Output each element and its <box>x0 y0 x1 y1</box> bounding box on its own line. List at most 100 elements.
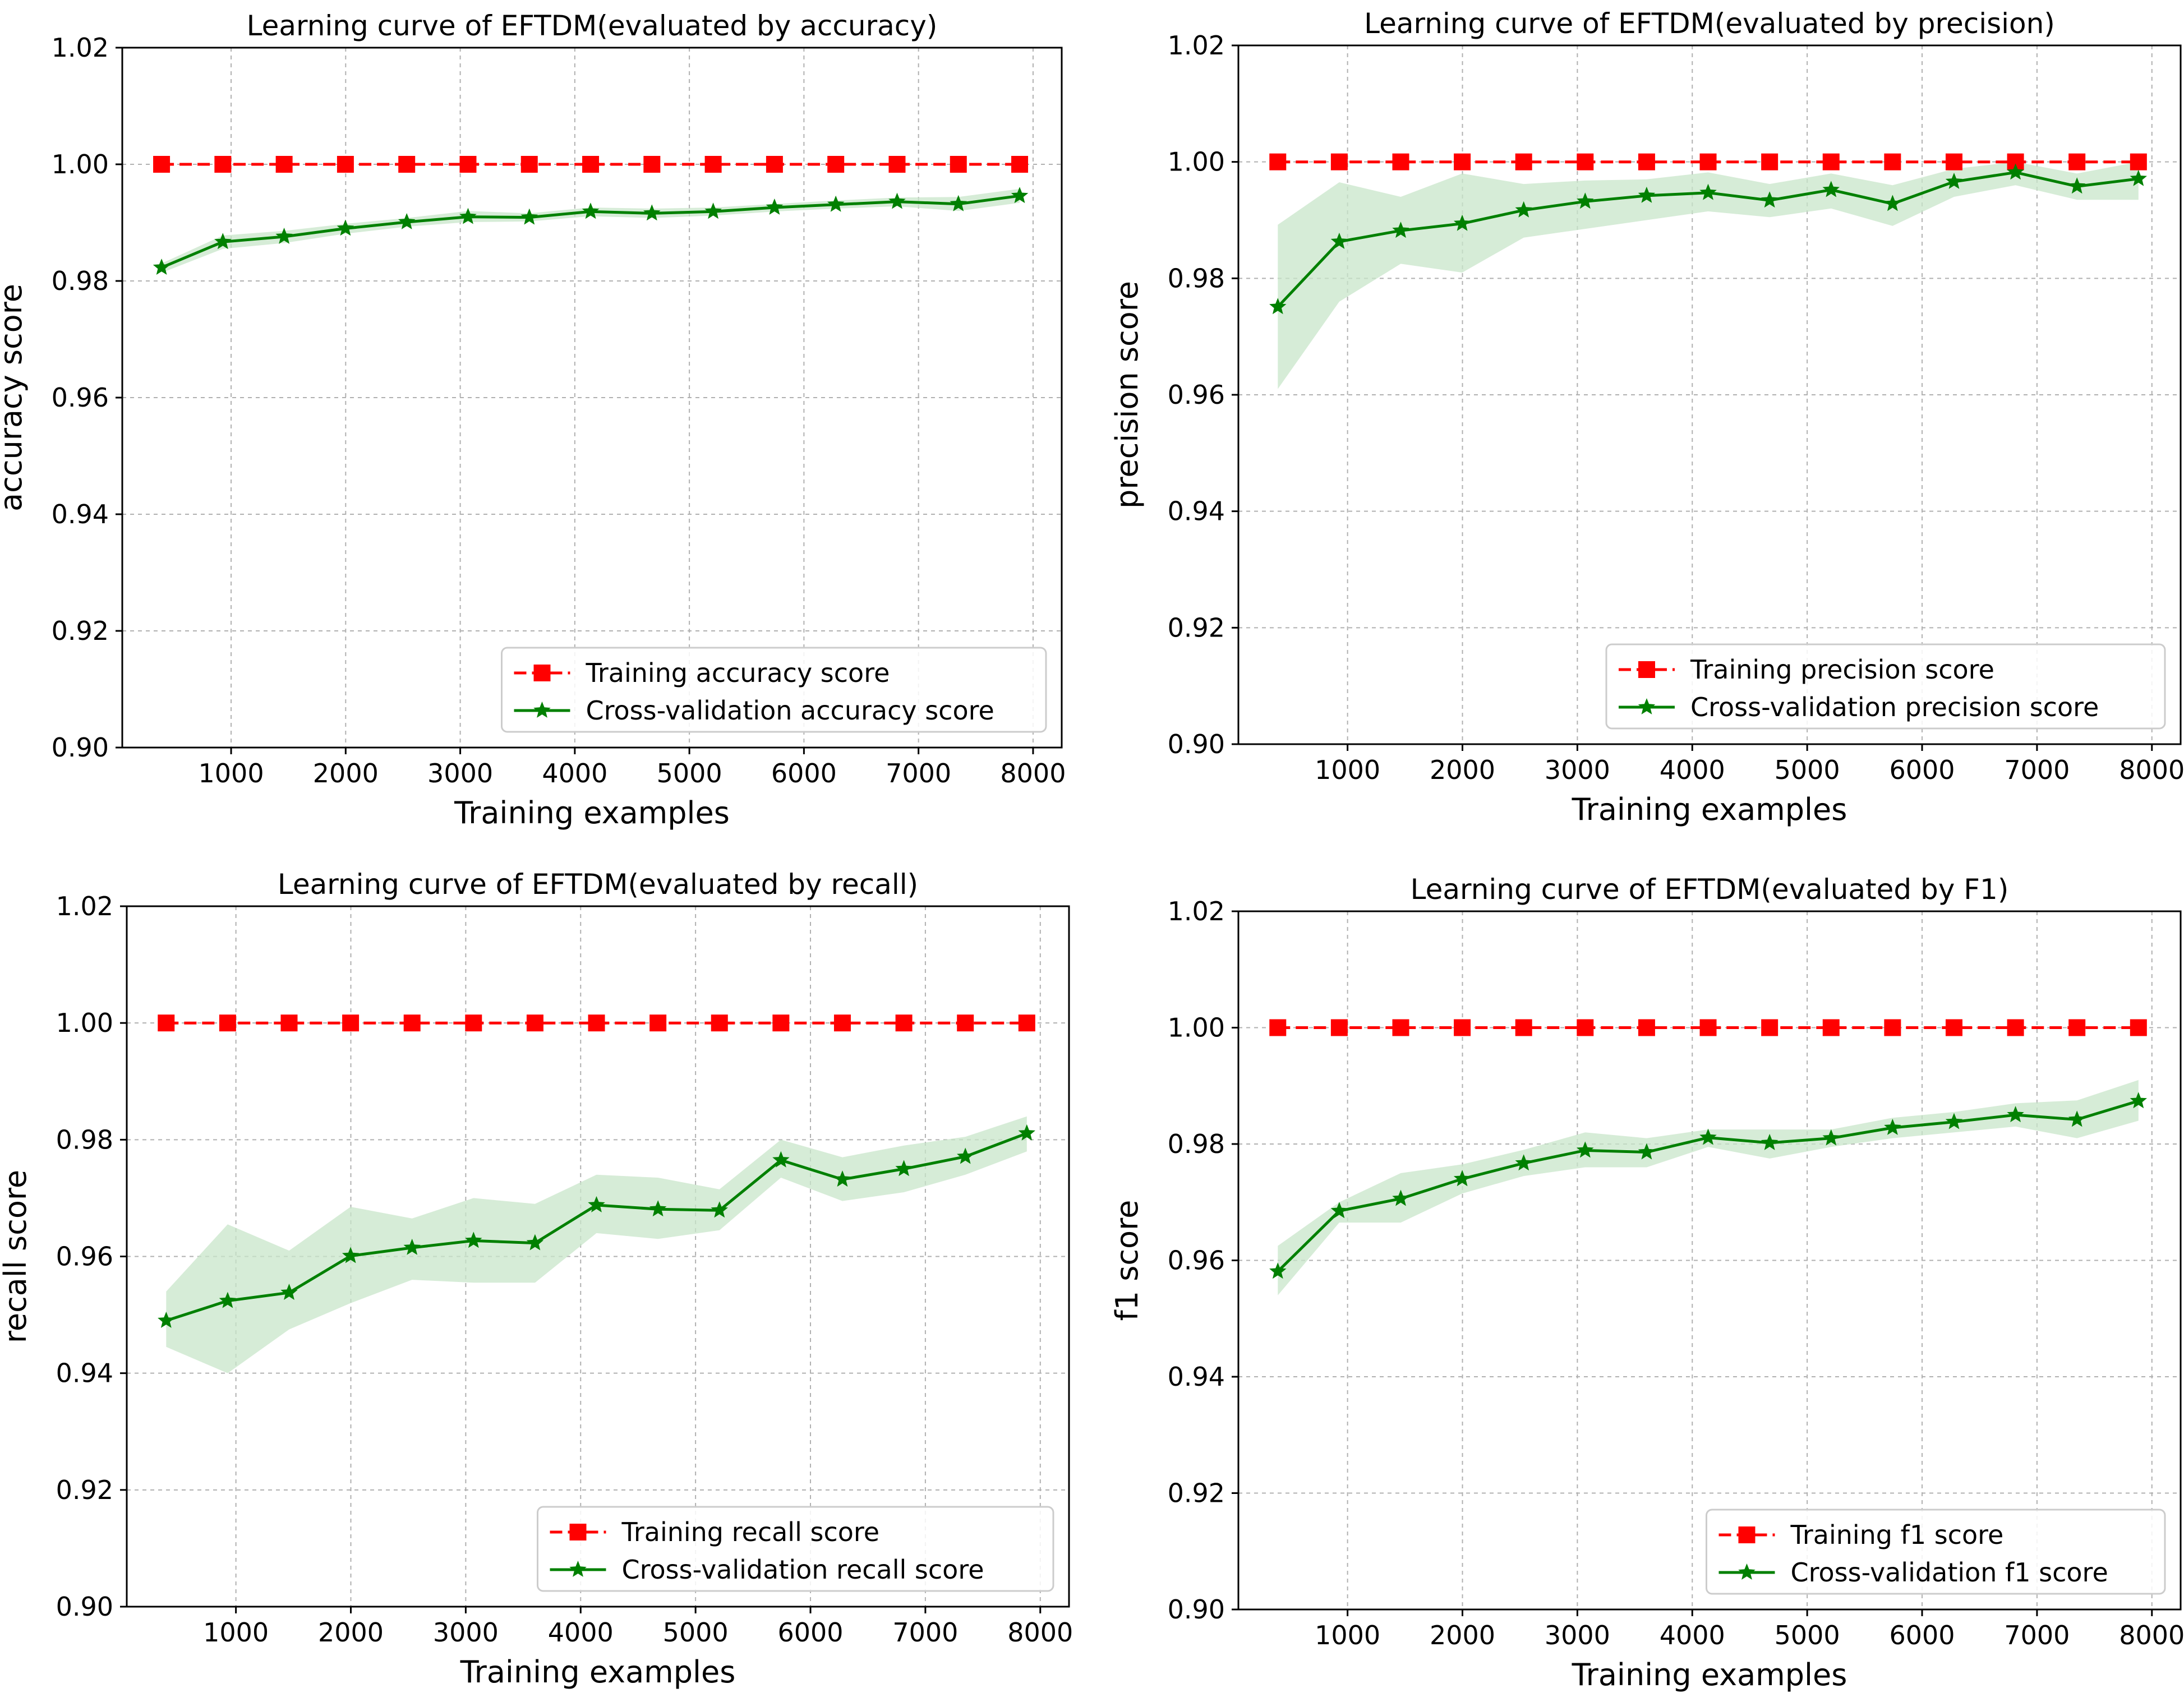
x-tick-label: 5000 <box>657 758 722 788</box>
x-tick-label: 2000 <box>318 1617 384 1648</box>
legend: Training f1 score Cross-validation f1 sco… <box>1706 1509 2166 1595</box>
x-tick-label: 4000 <box>1660 1620 1725 1650</box>
training-point <box>1945 153 1962 170</box>
training-point <box>1392 153 1409 170</box>
y-tick-label: 0.96 <box>56 1242 113 1272</box>
grid <box>1238 45 2181 745</box>
x-tick-label: 1000 <box>203 1617 269 1648</box>
cv-point <box>957 1147 974 1164</box>
x-tick-label: 7000 <box>2004 755 2070 785</box>
y-tick-label: 0.90 <box>1168 1594 1225 1625</box>
cv-point <box>2007 1106 2024 1123</box>
legend-cv-label: Cross-validation f1 score <box>1791 1557 2108 1588</box>
training-point <box>459 156 477 173</box>
training-point <box>1638 153 1655 170</box>
cv-point <box>1638 186 1656 203</box>
training-point <box>1577 1019 1594 1036</box>
cv-point <box>1018 1124 1035 1141</box>
y-tick-label: 0.96 <box>1168 380 1225 410</box>
x-tick-label: 1000 <box>1315 755 1380 785</box>
square-marker-icon <box>533 665 551 681</box>
legend-cv-label: Cross-validation accuracy score <box>586 695 994 726</box>
training-point <box>403 1014 421 1032</box>
training-point <box>526 1014 543 1032</box>
cv-point <box>1453 1170 1471 1187</box>
legend: Training accuracy score Cross-validation … <box>501 647 1047 733</box>
x-axis-label: Training examples <box>1572 1657 1847 1692</box>
cv-point <box>649 1200 667 1217</box>
cv-point <box>1822 181 1840 197</box>
x-tick-label: 2000 <box>1430 755 1495 785</box>
cv-point <box>1453 214 1471 231</box>
y-tick-label: 0.98 <box>1168 263 1225 293</box>
cv-point <box>1269 1262 1287 1279</box>
training-point <box>957 1014 974 1032</box>
training-point <box>1392 1019 1409 1036</box>
x-tick-label: 4000 <box>1660 755 1725 785</box>
training-point <box>2068 1019 2086 1036</box>
cv-point <box>1269 298 1287 315</box>
x-tick-label: 3000 <box>1545 755 1610 785</box>
x-tick-label: 5000 <box>1775 755 1840 785</box>
x-tick-label: 8000 <box>1000 758 1066 788</box>
chart-panel-4: 1000 2000 3000 4000 5000 6000 7000 8000 0.90 0.92… <box>1109 873 2184 1692</box>
y-tick-label: 1.02 <box>56 891 113 921</box>
cv-point <box>520 208 538 225</box>
y-tick-label: 0.94 <box>56 1358 113 1389</box>
y-tick-label: 0.96 <box>1168 1246 1225 1276</box>
cv-point <box>403 1238 421 1255</box>
training-point <box>153 156 171 173</box>
training-point <box>895 1014 913 1032</box>
chart-title: Learning curve of EFTDM(evaluated by F1) <box>1411 873 2009 906</box>
cv-point <box>827 195 845 212</box>
cv-point <box>398 213 416 229</box>
cv-std-band <box>1278 1080 2139 1295</box>
cv-point <box>280 1284 298 1300</box>
y-tick-label: 1.02 <box>1168 896 1225 926</box>
training-point <box>582 156 600 173</box>
training-point <box>342 1014 360 1032</box>
cv-point <box>895 1160 913 1177</box>
y-axis-label: f1 score <box>1109 1200 1145 1321</box>
training-point <box>1269 1019 1287 1036</box>
cv-point <box>1884 195 1901 211</box>
training-point <box>888 156 906 173</box>
training-point <box>827 156 845 173</box>
training-point <box>1822 153 1840 170</box>
training-point <box>1945 1019 1962 1036</box>
cv-point <box>588 1196 605 1212</box>
cv-point <box>2068 1110 2086 1127</box>
x-tick-label: 6000 <box>1889 755 1955 785</box>
chart-panel-2: 1000 2000 3000 4000 5000 6000 7000 8000 0.90 0.92… <box>1109 7 2184 827</box>
x-tick-label: 2000 <box>1430 1620 1495 1650</box>
grid <box>122 47 1062 748</box>
plot-frame <box>121 47 1063 749</box>
y-tick-label: 1.00 <box>56 1008 113 1038</box>
training-point <box>2007 1019 2024 1036</box>
cv-point <box>950 195 967 211</box>
training-point <box>1454 1019 1471 1036</box>
x-tick-label: 8000 <box>1007 1617 1073 1648</box>
training-point <box>275 156 293 173</box>
y-tick-label: 1.02 <box>52 33 109 63</box>
training-point <box>711 1014 728 1032</box>
y-axis-label: accuracy score <box>0 284 29 511</box>
training-point <box>766 156 783 173</box>
y-tick-label: 0.90 <box>52 732 109 763</box>
training-point <box>2130 1019 2147 1036</box>
chart-panel-3: 1000 2000 3000 4000 5000 6000 7000 8000 0.90 0.92… <box>0 868 1073 1690</box>
cv-point <box>1577 1141 1594 1158</box>
training-point <box>2068 153 2086 170</box>
x-axis-label: Training examples <box>1572 792 1847 827</box>
training-point <box>1699 1019 1717 1036</box>
x-tick-label: 7000 <box>892 1617 958 1648</box>
legend-cv-label: Cross-validation precision score <box>1690 692 2099 722</box>
training-point <box>1515 1019 1532 1036</box>
training-point <box>1577 153 1594 170</box>
cv-point <box>1699 1128 1717 1145</box>
cv-point <box>2068 177 2086 194</box>
training-point <box>833 1014 851 1032</box>
y-tick-label: 1.02 <box>1168 30 1225 61</box>
cv-point <box>1515 201 1532 218</box>
